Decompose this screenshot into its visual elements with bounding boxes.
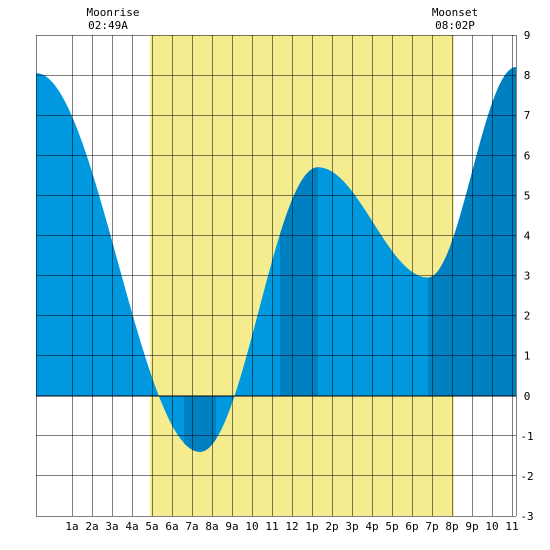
y-tick-label: 4 — [524, 229, 531, 242]
x-tick-label: 6a — [165, 520, 178, 533]
x-tick-label: 6p — [405, 520, 418, 533]
y-tick-label: 7 — [524, 109, 531, 122]
moonrise-time: 02:49A — [88, 19, 128, 32]
moonset-annotation: Moonset 08:02P — [432, 6, 478, 32]
x-tick-label: 8p — [445, 520, 458, 533]
x-tick-label: 10 — [485, 520, 498, 533]
y-tick-label: 2 — [524, 310, 531, 323]
moonset-label: Moonset — [432, 6, 478, 19]
x-tick-label: 10 — [245, 520, 258, 533]
x-tick-label: 4a — [125, 520, 138, 533]
y-tick-label: 0 — [524, 390, 531, 403]
x-tick-label: 4p — [365, 520, 378, 533]
x-tick-label: 1a — [65, 520, 78, 533]
y-axis-tick-labels: -3 -2 -1 0 1 2 3 4 5 6 7 8 9 — [520, 29, 533, 523]
moonrise-annotation: Moonrise 02:49A — [87, 6, 140, 32]
y-tick-label: -1 — [520, 430, 533, 443]
x-tick-label: 3a — [105, 520, 118, 533]
y-tick-label: 3 — [524, 270, 531, 283]
x-tick-label: 7p — [425, 520, 438, 533]
x-tick-label: 5a — [145, 520, 158, 533]
x-tick-label: 5p — [385, 520, 398, 533]
x-tick-label: 2p — [325, 520, 338, 533]
y-tick-label: -2 — [520, 470, 533, 483]
y-tick-label: 1 — [524, 350, 531, 363]
y-tick-label: 8 — [524, 69, 531, 82]
x-tick-label: 1p — [305, 520, 318, 533]
tide-dark-band-1 — [184, 395, 216, 452]
y-tick-label: 5 — [524, 189, 531, 202]
chart-grid — [35, 34, 517, 517]
x-tick-label: 7a — [185, 520, 198, 533]
y-tick-label: 9 — [524, 29, 531, 42]
x-tick-label: 11 — [505, 520, 518, 533]
x-tick-label: 9a — [225, 520, 238, 533]
tide-dark-band-2 — [280, 167, 318, 396]
x-tick-label: 9p — [465, 520, 478, 533]
x-tick-label: 8a — [205, 520, 218, 533]
x-tick-label: 3p — [345, 520, 358, 533]
moonset-time: 08:02P — [435, 19, 475, 32]
y-tick-label: -3 — [520, 510, 533, 523]
moonrise-label: Moonrise — [87, 6, 140, 19]
x-tick-label: 12 — [285, 520, 298, 533]
x-axis-tick-labels: 1a 2a 3a 4a 5a 6a 7a 8a 9a 10 11 12 1p 2p 3p 4p 5p 6p 7p 8p… — [65, 520, 518, 533]
x-tick-label: 11 — [265, 520, 278, 533]
y-tick-label: 6 — [524, 149, 531, 162]
x-tick-label: 2a — [85, 520, 98, 533]
